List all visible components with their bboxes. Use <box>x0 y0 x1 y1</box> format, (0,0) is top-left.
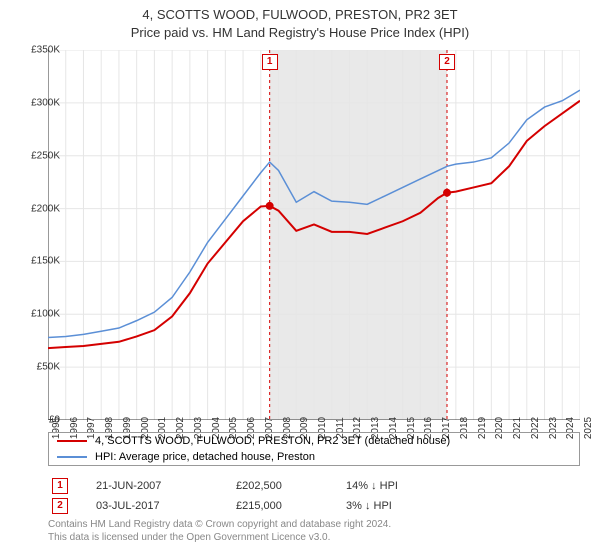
legend: 4, SCOTTS WOOD, FULWOOD, PRESTON, PR2 3E… <box>48 432 580 466</box>
event-marker-box: 2 <box>52 498 68 514</box>
footer-line1: Contains HM Land Registry data © Crown c… <box>48 518 580 531</box>
legend-label: HPI: Average price, detached house, Pres… <box>95 451 315 463</box>
events-table: 1 21-JUN-2007£202,50014% ↓ HPI 2 03-JUL-201… <box>48 476 580 516</box>
chart-svg <box>48 50 580 420</box>
y-tick-label: £200K <box>14 203 60 214</box>
event-row: 2 03-JUL-2017£215,0003% ↓ HPI <box>48 496 580 516</box>
footer-attribution: Contains HM Land Registry data © Crown c… <box>48 518 580 544</box>
chart-title: 4, SCOTTS WOOD, FULWOOD, PRESTON, PR2 3E… <box>0 0 600 41</box>
y-tick-label: £300K <box>14 97 60 108</box>
y-tick-label: £250K <box>14 150 60 161</box>
legend-label: 4, SCOTTS WOOD, FULWOOD, PRESTON, PR2 3E… <box>95 435 450 447</box>
x-tick-label: 2025 <box>583 417 594 439</box>
chart-container: 4, SCOTTS WOOD, FULWOOD, PRESTON, PR2 3E… <box>0 0 600 560</box>
legend-item: HPI: Average price, detached house, Pres… <box>49 449 579 465</box>
event-marker-1: 1 <box>262 54 278 70</box>
chart-plot-area <box>48 50 580 420</box>
event-hpi-delta: 14% ↓ HPI <box>346 480 446 492</box>
event-price: £215,000 <box>236 500 346 512</box>
title-line1: 4, SCOTTS WOOD, FULWOOD, PRESTON, PR2 3E… <box>0 6 600 24</box>
y-tick-label: £50K <box>14 362 60 373</box>
y-tick-label: £100K <box>14 309 60 320</box>
event-date: 21-JUN-2007 <box>96 480 236 492</box>
title-line2: Price paid vs. HM Land Registry's House … <box>0 24 600 42</box>
legend-swatch <box>57 440 87 442</box>
event-date: 03-JUL-2017 <box>96 500 236 512</box>
event-marker-2: 2 <box>439 54 455 70</box>
event-row: 1 21-JUN-2007£202,50014% ↓ HPI <box>48 476 580 496</box>
event-hpi-delta: 3% ↓ HPI <box>346 500 446 512</box>
y-tick-label: £350K <box>14 45 60 56</box>
legend-swatch <box>57 456 87 458</box>
legend-item: 4, SCOTTS WOOD, FULWOOD, PRESTON, PR2 3E… <box>49 433 579 449</box>
event-price: £202,500 <box>236 480 346 492</box>
y-tick-label: £150K <box>14 256 60 267</box>
event-marker-box: 1 <box>52 478 68 494</box>
footer-line2: This data is licensed under the Open Gov… <box>48 531 580 544</box>
